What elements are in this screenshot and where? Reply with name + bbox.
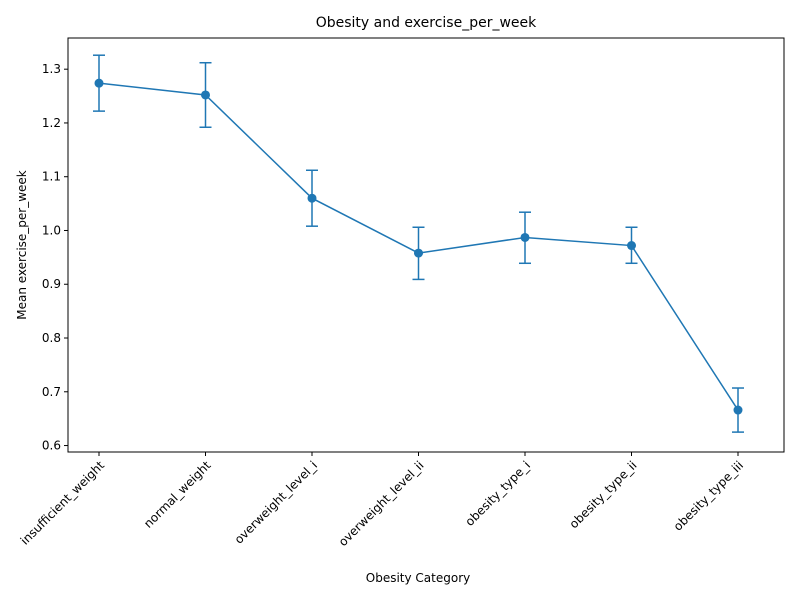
x-tick-label: obesity_type_ii xyxy=(567,458,640,531)
series-layer xyxy=(93,54,744,433)
x-tick-label: insufficient_weight xyxy=(18,458,108,548)
y-tick-label: 1.0 xyxy=(42,223,61,237)
y-tick-label: 0.9 xyxy=(42,277,61,291)
data-point xyxy=(201,90,210,100)
y-axis: 0.6 0.7 0.8 0.9 1.0 1.1 1.2 1.3 xyxy=(42,62,68,453)
data-point xyxy=(627,241,636,251)
y-tick-label: 1.3 xyxy=(42,62,61,76)
x-axis-label: Obesity Category xyxy=(366,571,470,585)
x-tick-label: overweight_level_ii xyxy=(336,458,427,549)
y-tick-label: 0.8 xyxy=(42,331,61,345)
data-point xyxy=(94,78,104,88)
y-axis-label: Mean exercise_per_week xyxy=(15,170,29,320)
y-tick-label: 1.2 xyxy=(42,116,61,130)
x-tick-label: obesity_type_iii xyxy=(671,458,746,533)
plot-area xyxy=(67,37,785,453)
x-tick-label: obesity_type_i xyxy=(462,458,533,529)
y-tick-label: 0.6 xyxy=(42,439,61,453)
data-point xyxy=(414,248,423,258)
x-axis: insufficient_weight normal_weight overweig… xyxy=(18,452,746,549)
y-tick-label: 0.7 xyxy=(42,385,61,399)
data-point xyxy=(520,232,530,242)
y-tick-label: 1.1 xyxy=(42,170,61,184)
data-point xyxy=(733,405,743,415)
chart-title: Obesity and exercise_per_week xyxy=(316,15,537,31)
x-tick-label: normal_weight xyxy=(141,458,214,531)
data-point xyxy=(307,193,317,203)
x-tick-label: overweight_level_i xyxy=(232,458,320,546)
